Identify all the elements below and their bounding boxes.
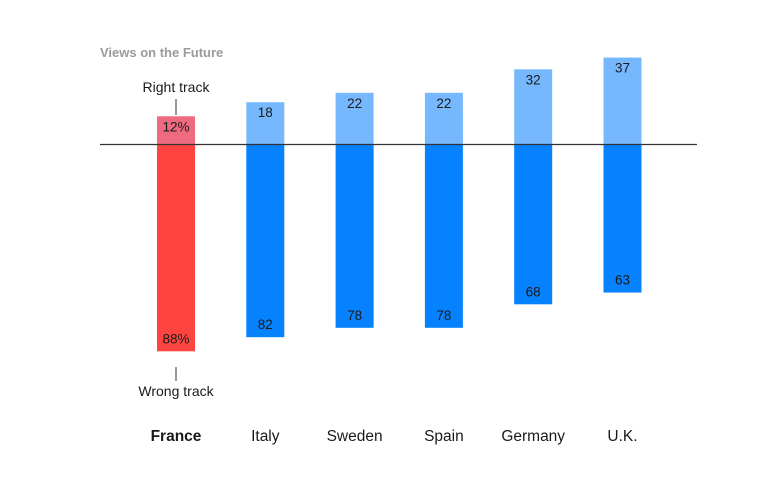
labels-layer: 12% 88% 18 82 22 78 22 78 32 68 37 63 xyxy=(162,61,630,347)
data-label-wrong-track-sweden: 78 xyxy=(347,308,362,323)
bar-wrong-track-germany xyxy=(514,144,553,305)
bar-right-track-spain xyxy=(424,92,463,145)
chart-title: Views on the Future xyxy=(100,45,223,60)
category-axis: France Italy Sweden Spain Germany U.K. xyxy=(151,428,638,445)
data-label-wrong-track-u-k: 63 xyxy=(615,273,630,288)
data-label-right-track-u-k: 37 xyxy=(615,61,630,76)
annotation-right-track: Right track xyxy=(143,79,211,95)
data-label-wrong-track-france: 88% xyxy=(162,331,189,346)
category-label-france: France xyxy=(151,428,202,445)
data-label-right-track-france: 12% xyxy=(162,119,189,134)
category-label-u-k: U.K. xyxy=(607,428,637,445)
bar-right-track-germany xyxy=(514,69,553,145)
category-label-italy: Italy xyxy=(251,428,280,445)
data-label-wrong-track-germany: 68 xyxy=(526,284,541,299)
bar-wrong-track-u-k xyxy=(603,144,642,293)
data-label-wrong-track-spain: 78 xyxy=(436,308,451,323)
bar-wrong-track-france xyxy=(157,144,195,352)
annotation-layer: Right track Wrong track xyxy=(138,79,214,399)
bar-wrong-track-spain xyxy=(424,144,463,328)
data-label-right-track-italy: 18 xyxy=(258,105,273,120)
bars-layer xyxy=(157,57,642,352)
category-label-spain: Spain xyxy=(424,428,464,445)
data-label-right-track-germany: 32 xyxy=(526,72,541,87)
data-label-wrong-track-italy: 82 xyxy=(258,317,273,332)
bar-wrong-track-sweden xyxy=(335,144,374,328)
bar-right-track-france xyxy=(157,116,195,145)
data-label-right-track-sweden: 22 xyxy=(347,96,362,111)
bar-wrong-track-italy xyxy=(246,144,285,338)
annotation-wrong-track: Wrong track xyxy=(138,383,214,399)
data-label-right-track-spain: 22 xyxy=(436,96,451,111)
bar-right-track-sweden xyxy=(335,92,374,145)
category-label-germany: Germany xyxy=(501,428,565,445)
category-label-sweden: Sweden xyxy=(327,428,383,445)
bar-right-track-u-k xyxy=(603,57,642,145)
bar-right-track-italy xyxy=(246,102,285,145)
